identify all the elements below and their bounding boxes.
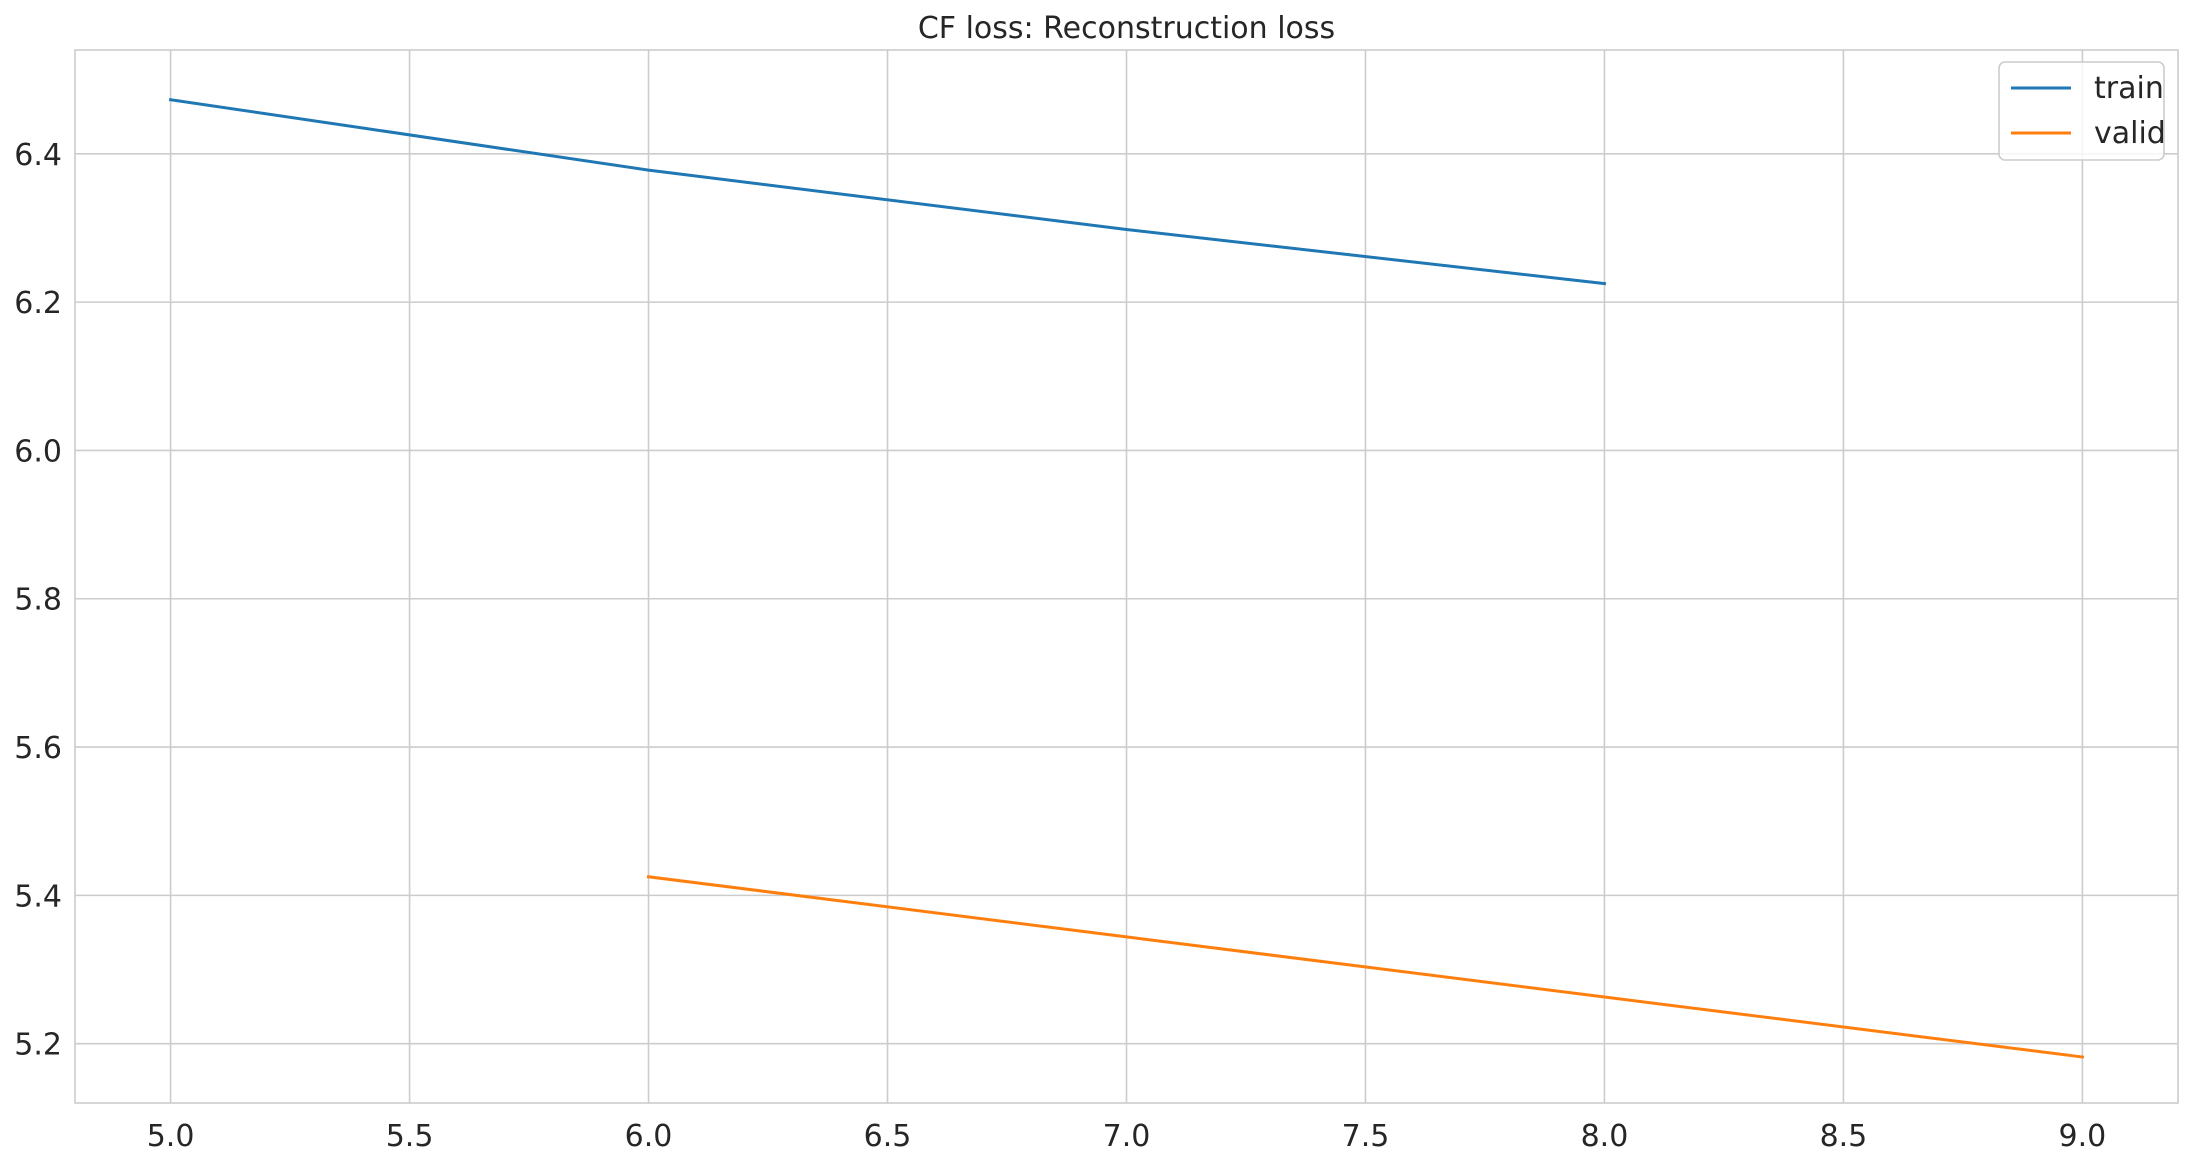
y-tick-label: 5.2 xyxy=(14,1028,62,1063)
x-tick-label: 8.0 xyxy=(1581,1119,1629,1154)
series-line-train xyxy=(168,97,1607,286)
chart-title: CF loss: Reconstruction loss xyxy=(918,11,1335,46)
grid xyxy=(75,50,2178,1103)
x-tick-label: 6.5 xyxy=(864,1119,912,1154)
y-tick-label: 6.0 xyxy=(14,434,62,469)
x-tick-label: 6.0 xyxy=(625,1119,673,1154)
y-tick-label: 6.4 xyxy=(14,138,62,173)
legend: train valid xyxy=(1998,61,2166,161)
tick-labels: 5.0 5.5 6.0 6.5 7.0 7.5 8.0 8.5 9.0 5.2 5.4 5.6 5.8 6… xyxy=(14,138,2106,1154)
series-layer xyxy=(168,97,2085,1059)
x-tick-label: 5.5 xyxy=(386,1119,434,1154)
legend-label-valid: valid xyxy=(2094,116,2166,151)
y-tick-label: 5.4 xyxy=(14,879,62,914)
x-tick-label: 9.0 xyxy=(2059,1119,2107,1154)
axes-frame xyxy=(74,49,2179,1104)
y-tick-label: 6.2 xyxy=(14,286,62,321)
x-tick-label: 7.5 xyxy=(1342,1119,1390,1154)
x-tick-label: 7.0 xyxy=(1103,1119,1151,1154)
legend-label-train: train xyxy=(2094,71,2164,106)
y-tick-label: 5.8 xyxy=(14,583,62,618)
x-tick-label: 5.0 xyxy=(147,1119,195,1154)
x-tick-label: 8.5 xyxy=(1820,1119,1868,1154)
series-line-valid xyxy=(646,875,2085,1059)
y-tick-label: 5.6 xyxy=(14,731,62,766)
